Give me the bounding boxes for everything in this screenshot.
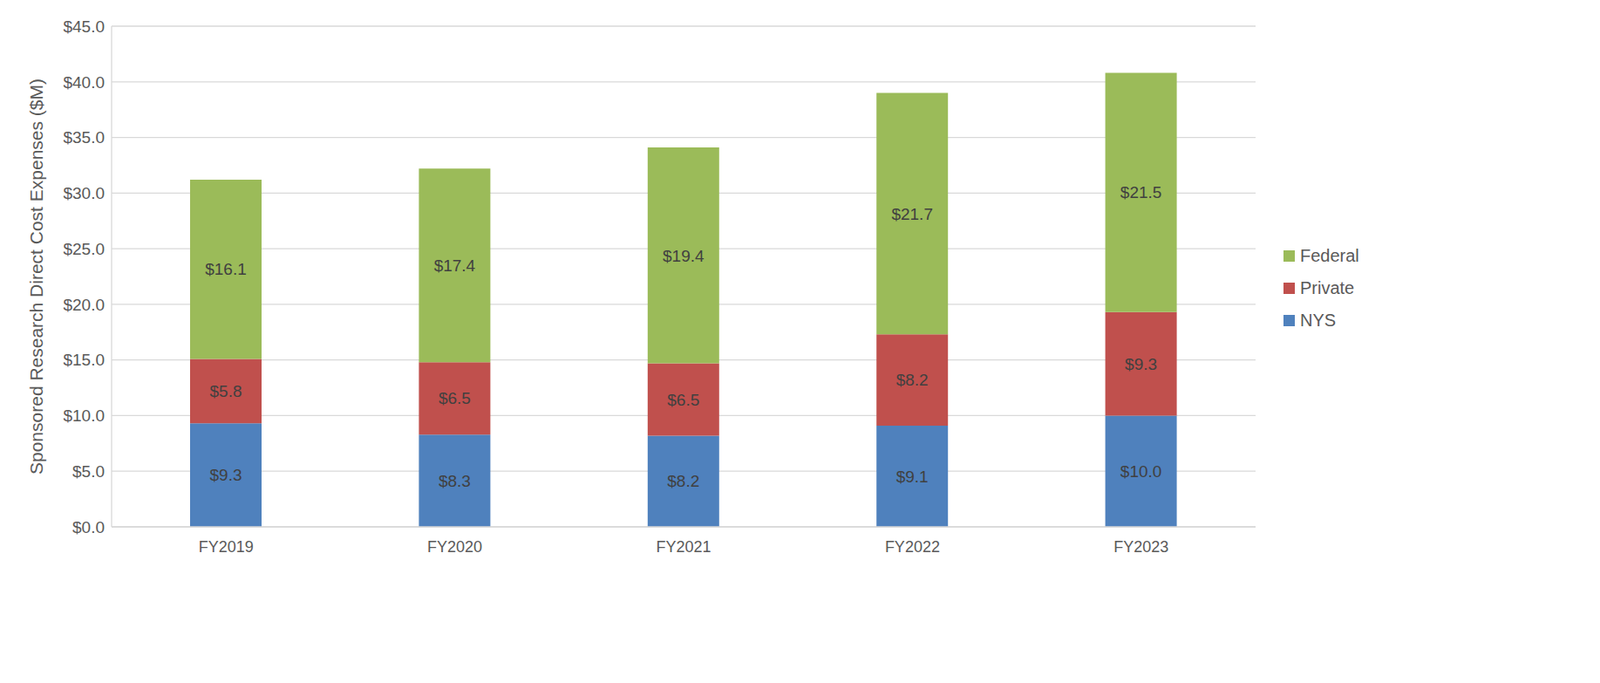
svg-text:$8.2: $8.2 xyxy=(667,471,700,491)
svg-text:FY2020: FY2020 xyxy=(427,537,483,556)
svg-text:Sponsored Research Direct Cost: Sponsored Research Direct Cost Expenses … xyxy=(26,78,47,475)
svg-text:$15.0: $15.0 xyxy=(62,350,105,369)
svg-text:$10.0: $10.0 xyxy=(62,406,105,425)
svg-text:$10.0: $10.0 xyxy=(1120,462,1163,481)
svg-text:$25.0: $25.0 xyxy=(62,239,105,259)
svg-text:$6.5: $6.5 xyxy=(438,388,471,408)
svg-text:FY2019: FY2019 xyxy=(198,537,254,556)
svg-text:$35.0: $35.0 xyxy=(62,128,105,147)
svg-text:$9.1: $9.1 xyxy=(896,467,929,486)
svg-text:$19.4: $19.4 xyxy=(662,246,705,266)
svg-text:$0.0: $0.0 xyxy=(72,517,105,537)
svg-text:FY2021: FY2021 xyxy=(655,537,711,556)
svg-text:$5.0: $5.0 xyxy=(72,462,105,481)
svg-text:$8.3: $8.3 xyxy=(438,471,471,491)
svg-text:$40.0: $40.0 xyxy=(62,73,105,92)
svg-text:$20.0: $20.0 xyxy=(62,295,105,314)
svg-text:$45.0: $45.0 xyxy=(62,17,105,36)
svg-text:$21.5: $21.5 xyxy=(1120,183,1163,202)
html-text:Federal: Federal xyxy=(1300,245,1360,266)
svg-text:$5.8: $5.8 xyxy=(210,381,243,401)
svg-text:FY2023: FY2023 xyxy=(1113,537,1169,556)
svg-text:$8.2: $8.2 xyxy=(896,370,929,389)
svg-text:FY2022: FY2022 xyxy=(885,537,940,556)
html-text:NYS: NYS xyxy=(1300,310,1336,330)
html-text:Private: Private xyxy=(1300,278,1355,298)
svg-text:$16.1: $16.1 xyxy=(204,259,247,279)
svg-text:$21.7: $21.7 xyxy=(891,204,933,224)
svg-text:$9.3: $9.3 xyxy=(210,465,243,484)
svg-text:$17.4: $17.4 xyxy=(434,256,477,275)
svg-text:$30.0: $30.0 xyxy=(62,183,105,203)
svg-text:$9.3: $9.3 xyxy=(1124,354,1158,374)
svg-text:$6.5: $6.5 xyxy=(667,390,700,409)
